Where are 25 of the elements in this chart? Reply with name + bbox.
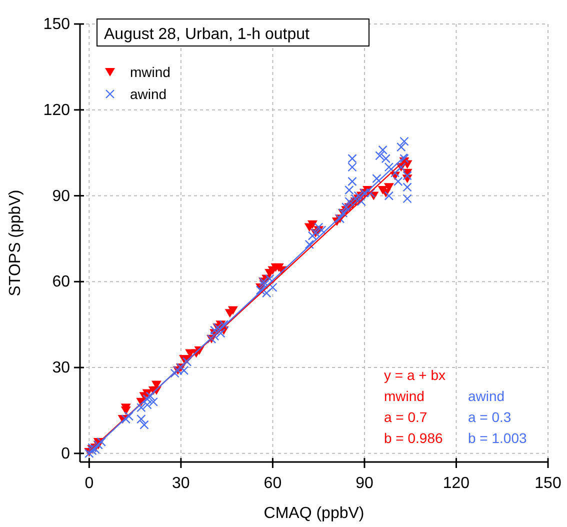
- legend-label: mwind: [130, 64, 170, 80]
- annotation: awind: [468, 388, 505, 404]
- x-tick-label: 60: [264, 475, 282, 492]
- y-tick-label: 120: [43, 102, 70, 119]
- annotation: y = a + bx: [384, 367, 446, 383]
- y-axis-title: STOPS (ppbV): [7, 190, 24, 296]
- x-tick-label: 120: [442, 475, 470, 492]
- y-tick-label: 30: [52, 360, 70, 377]
- y-tick-label: 90: [52, 188, 70, 205]
- x-axis-title: CMAQ (ppbV): [264, 505, 364, 522]
- x-tick-label: 150: [534, 475, 562, 492]
- y-tick-label: 60: [52, 274, 70, 291]
- annotation: a = 0.7: [384, 409, 428, 425]
- annotation: b = 1.003: [468, 430, 527, 446]
- legend-label: awind: [130, 86, 167, 102]
- y-tick-label: 150: [43, 16, 70, 33]
- y-tick-label: 0: [61, 445, 70, 462]
- chart-title: August 28, Urban, 1-h output: [104, 26, 310, 43]
- annotation: b = 0.986: [384, 430, 443, 446]
- x-tick-label: 90: [356, 475, 374, 492]
- x-tick-label: 0: [84, 475, 94, 492]
- annotation: mwind: [384, 388, 424, 404]
- title-frame: August 28, Urban, 1-h output: [96, 18, 370, 46]
- x-tick-label: 30: [172, 475, 190, 492]
- annotation: a = 0.3: [468, 409, 512, 425]
